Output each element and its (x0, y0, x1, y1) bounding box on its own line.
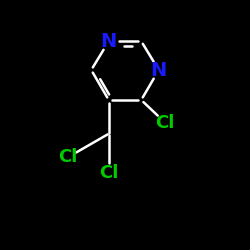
Text: Cl: Cl (58, 148, 77, 166)
Text: Cl: Cl (99, 164, 118, 182)
Text: N: N (150, 60, 167, 80)
Text: N: N (100, 32, 117, 51)
Text: Cl: Cl (155, 114, 175, 132)
